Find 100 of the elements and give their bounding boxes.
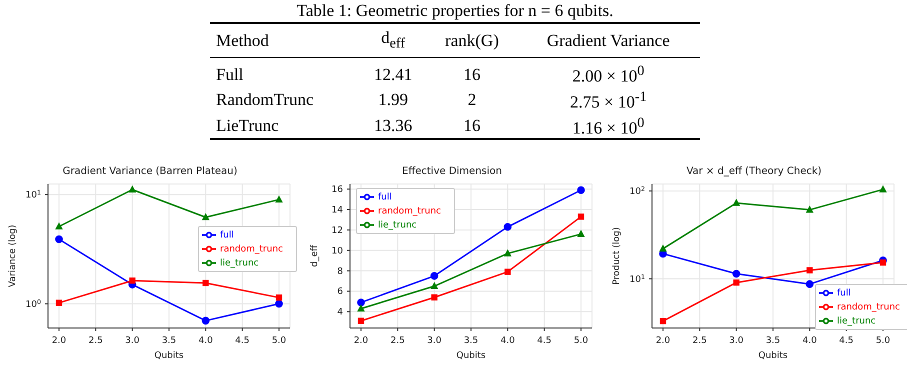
legend-label: random_trunc (837, 302, 900, 312)
x-axis-title: Qubits (154, 351, 184, 361)
x-tick-label: 4.0 (500, 336, 516, 346)
chart-title: Effective Dimension (401, 166, 503, 179)
x-tick-label: 3.5 (464, 336, 478, 346)
point (276, 294, 282, 301)
chart-title: Gradient Variance (Barren Plateau) (62, 166, 238, 179)
point (504, 268, 511, 275)
y-axis-title: Variance (log) (8, 224, 18, 288)
text: Full (215, 64, 244, 86)
x-tick-label: 5.0 (876, 336, 890, 346)
y-tick-label: 8 (337, 266, 344, 277)
x-tick-label: 3.0 (427, 336, 442, 346)
chart-title: Var × d_eff (Theory Check) (685, 166, 823, 179)
point (129, 278, 136, 284)
legend-label: full (378, 192, 392, 202)
x-tick-label: 5.0 (574, 336, 588, 346)
point (733, 279, 740, 286)
x-tick-label: 2.0 (52, 336, 66, 346)
point (806, 206, 814, 213)
text: LieTrunc (215, 115, 280, 138)
text: 13.36 (372, 115, 414, 138)
point (430, 282, 438, 290)
text: 12.41 (372, 64, 414, 86)
x-tick-label: 3.5 (766, 336, 780, 346)
y-tick-label: 16 (332, 185, 344, 196)
x-axis-title: Qubits (456, 351, 486, 361)
text: 16 (462, 64, 482, 86)
point (357, 298, 365, 306)
point (806, 280, 814, 288)
point (56, 300, 62, 306)
x-tick-label: 4.5 (235, 336, 250, 346)
y-tick-label: 10$^{1}$ (630, 273, 645, 285)
point (202, 214, 210, 220)
y-tick-label: 12 (332, 226, 343, 236)
y-tick-label: 10$^{2}$ (630, 185, 645, 197)
x-tick-label: 3.5 (162, 336, 176, 346)
legend-label: lie_trunc (220, 258, 259, 268)
x-tick-label: 2.5 (88, 336, 103, 346)
x-tick-label: 3.0 (729, 336, 744, 346)
point (275, 300, 283, 308)
point (578, 230, 584, 237)
y-axis-title: d_eff (310, 244, 320, 267)
legend-label: full (220, 230, 234, 240)
legend-label: full (837, 288, 851, 298)
point (276, 196, 282, 202)
x-tick-label: 4.5 (537, 336, 552, 346)
text: 1.16 × 10$^{0}$ (571, 114, 646, 140)
y-tick-label: 4 (337, 308, 344, 318)
point (732, 270, 740, 278)
point (202, 316, 210, 325)
x-tick-label: 4.5 (839, 336, 854, 346)
point (578, 214, 584, 220)
x-axis-title: Qubits (758, 351, 788, 361)
x-tick-label: 3.0 (125, 336, 140, 346)
text: 1.99 (377, 89, 409, 112)
y-tick-label: 10$^{0}$ (26, 298, 41, 310)
x-tick-label: 2.0 (656, 336, 670, 346)
point (55, 235, 63, 244)
point (732, 199, 740, 206)
x-tick-label: 2.0 (354, 336, 368, 346)
x-tick-label: 4.0 (802, 336, 818, 346)
text: d$_{eff}$ (380, 27, 406, 54)
point (202, 280, 209, 286)
text: RandomTrunc (215, 89, 315, 112)
point (504, 250, 512, 256)
point (358, 304, 364, 312)
y-tick-label: 10$^{1}$ (26, 189, 41, 201)
text: 16 (462, 115, 482, 138)
text: 2 (466, 89, 478, 112)
point (880, 259, 886, 266)
point (806, 267, 813, 274)
text: Method (215, 30, 270, 52)
text: 2.75 × 10$^{-1}$ (569, 88, 648, 113)
point (56, 222, 62, 230)
point (880, 186, 886, 192)
legend-label: lie_trunc (837, 316, 876, 326)
point (504, 222, 512, 231)
point (577, 186, 585, 194)
legend-label: lie_trunc (378, 220, 417, 230)
text: Table 1: Geometric properties for n = 6 qubits. (296, 0, 614, 22)
y-axis-title: Product (log) (612, 227, 622, 285)
point (660, 318, 666, 324)
x-tick-label: 2.5 (390, 336, 405, 346)
point (430, 272, 438, 280)
text: Gradient Variance (546, 30, 671, 52)
point (358, 318, 364, 324)
x-tick-label: 4.0 (198, 336, 214, 346)
y-tick-label: 10 (332, 246, 344, 256)
point (660, 244, 666, 252)
y-tick-label: 6 (337, 287, 344, 298)
x-tick-label: 5.0 (272, 336, 286, 346)
text: rank(G) (444, 30, 500, 52)
legend-label: random_trunc (378, 206, 441, 216)
point (128, 186, 136, 193)
x-tick-label: 2.5 (692, 336, 707, 346)
y-tick-label: 14 (332, 206, 344, 216)
point (431, 294, 438, 300)
text: 2.00 × 10$^{0}$ (571, 62, 646, 88)
legend-label: random_trunc (220, 244, 283, 254)
